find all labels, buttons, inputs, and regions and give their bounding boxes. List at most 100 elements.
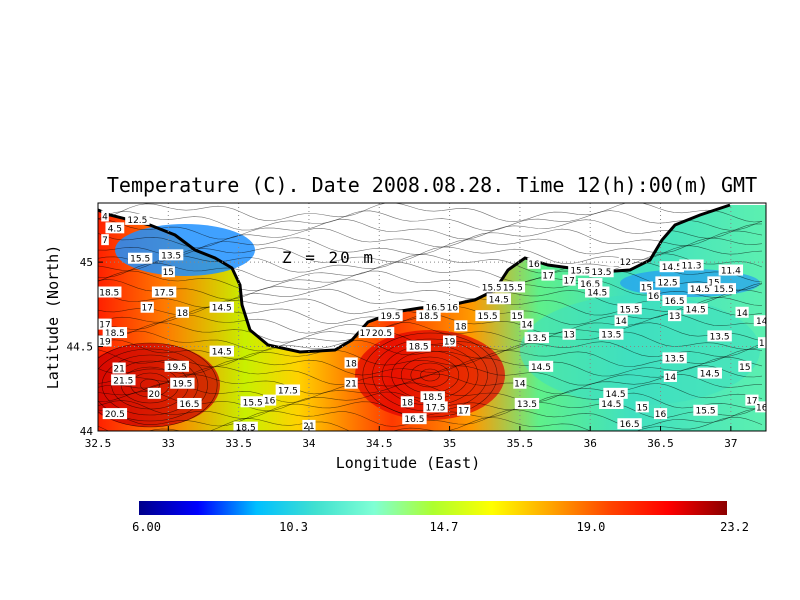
contour-label-46: 14.5	[489, 295, 509, 305]
contour-label-bg-85	[603, 387, 628, 399]
contour-label-bg-41	[420, 391, 445, 403]
contour-label-0: 4	[102, 213, 108, 223]
contour-label-bg-71	[659, 261, 684, 273]
contour-label-43: 17	[458, 407, 469, 417]
contour-label-bg-86	[599, 397, 624, 409]
contour-label-bg-62	[618, 256, 632, 268]
contour-label-24: 17.5	[278, 386, 298, 396]
contour-label-9: 17	[141, 304, 152, 314]
contour-label-bg-38	[454, 320, 468, 332]
contour-label-bg-56	[541, 269, 555, 281]
contour-label-bg-78	[735, 306, 749, 318]
contour-label-bg-74	[707, 276, 721, 288]
contour-label-85: 14.5	[606, 390, 626, 400]
depth-annotation: Z = 20 m	[282, 248, 375, 267]
contour-label-40: 17.5	[425, 403, 445, 413]
contour-label-87: 15	[637, 403, 648, 413]
contour-label-8: 17.5	[154, 289, 174, 299]
contour-label-56: 17	[542, 272, 553, 282]
contour-label-bg-29	[344, 377, 358, 389]
contour-label-bg-22	[102, 408, 128, 420]
contour-label-bg-93	[757, 337, 766, 349]
contour-label-88: 16	[655, 410, 667, 420]
contour-label-bg-28	[344, 357, 358, 369]
contour-label-bg-4	[158, 249, 184, 261]
contour-label-bg-31	[369, 327, 395, 339]
colorbar-gradient	[139, 501, 727, 515]
contour-label-bg-51	[513, 377, 527, 389]
colorbar-tick-label-0: 6.00	[132, 520, 161, 534]
contour-label-36: 18.5	[409, 343, 429, 353]
contour-label-bg-30	[358, 327, 372, 339]
contour-label-16: 21	[113, 365, 124, 375]
contour-ring-0-30	[101, 354, 199, 416]
contour-line-4	[98, 237, 763, 256]
contour-line-1	[98, 210, 763, 231]
contour-ring-1-6	[420, 368, 440, 382]
y-tick-label-0: 44	[80, 425, 94, 438]
contour-label-29: 21	[345, 380, 356, 390]
contour-label-bg-6	[161, 266, 175, 278]
colorbar: 6.00 10.3 14.7 19.0 23.2	[132, 501, 749, 534]
contour-line-0	[98, 203, 763, 223]
contour-label-72: 11.3	[681, 261, 701, 271]
contour-label-68: 16	[648, 292, 660, 302]
contour-line-14	[98, 322, 763, 343]
contour-label-51: 14	[514, 380, 526, 390]
contour-label-bg-92	[755, 401, 766, 413]
contour-label-25: 16	[264, 397, 276, 407]
contour-label-13: 18.5	[105, 329, 125, 339]
contour-label-91: 17	[746, 397, 757, 407]
contour-label-67: 12.5	[658, 278, 678, 288]
contour-label-bg-48	[510, 310, 524, 322]
contour-label-bg-53	[514, 397, 540, 409]
contour-label-bg-67	[655, 276, 680, 288]
colorbar-tick-label-3: 19.0	[577, 520, 606, 534]
contour-label-bg-18	[164, 360, 189, 372]
contour-label-53: 13.5	[517, 400, 537, 410]
contour-label-82: 14	[665, 373, 677, 383]
contour-label-bg-20	[147, 387, 161, 399]
contour-label-bg-34	[445, 301, 459, 313]
contour-label-bg-12	[98, 318, 112, 330]
contour-label-66: 15	[641, 283, 652, 293]
contour-label-45: 15.5	[503, 283, 523, 293]
contour-label-bg-89	[617, 418, 642, 430]
grid-lines	[98, 203, 766, 431]
contour-label-44: 15.5	[482, 283, 502, 293]
contour-label-39: 18	[402, 398, 414, 408]
contour-label-35: 18.5	[418, 312, 438, 322]
contour-label-55: 16	[528, 260, 540, 270]
contour-label-bg-32	[378, 310, 403, 322]
x-tick-label-5: 35	[443, 437, 456, 450]
contour-label-73: 14.5	[690, 285, 710, 295]
contour-line-25	[98, 416, 763, 431]
x-tick-label-9: 37	[724, 437, 737, 450]
contour-label-bg-58	[568, 264, 593, 276]
contour-label-bg-70	[667, 310, 682, 322]
contour-label-bg-69	[662, 294, 687, 306]
contour-label-bg-68	[646, 289, 661, 301]
contour-label-bg-8	[151, 286, 177, 298]
contour-label-90: 15.5	[696, 407, 716, 417]
contour-label-bg-54	[562, 328, 576, 340]
contour-label-bg-33	[423, 301, 448, 313]
contour-label-bg-90	[693, 404, 718, 416]
contour-label-bg-81	[662, 352, 687, 364]
contour-label-bg-0	[101, 210, 109, 222]
contour-label-60: 16.5	[580, 280, 600, 290]
contour-label-bg-66	[639, 281, 654, 293]
contour-label-6: 15	[163, 268, 174, 278]
contour-label-bg-47	[475, 310, 500, 322]
contour-label-bg-64	[614, 315, 628, 327]
contour-label-12: 17	[99, 321, 110, 331]
contour-label-81: 13.5	[665, 354, 685, 364]
contour-label-4: 13.5	[161, 251, 181, 261]
contour-label-bg-1	[105, 222, 125, 234]
contour-label-bg-42	[402, 413, 427, 425]
contour-label-bg-2	[125, 213, 150, 225]
contour-label-30: 17	[359, 329, 370, 339]
contour-label-bg-87	[635, 401, 649, 413]
